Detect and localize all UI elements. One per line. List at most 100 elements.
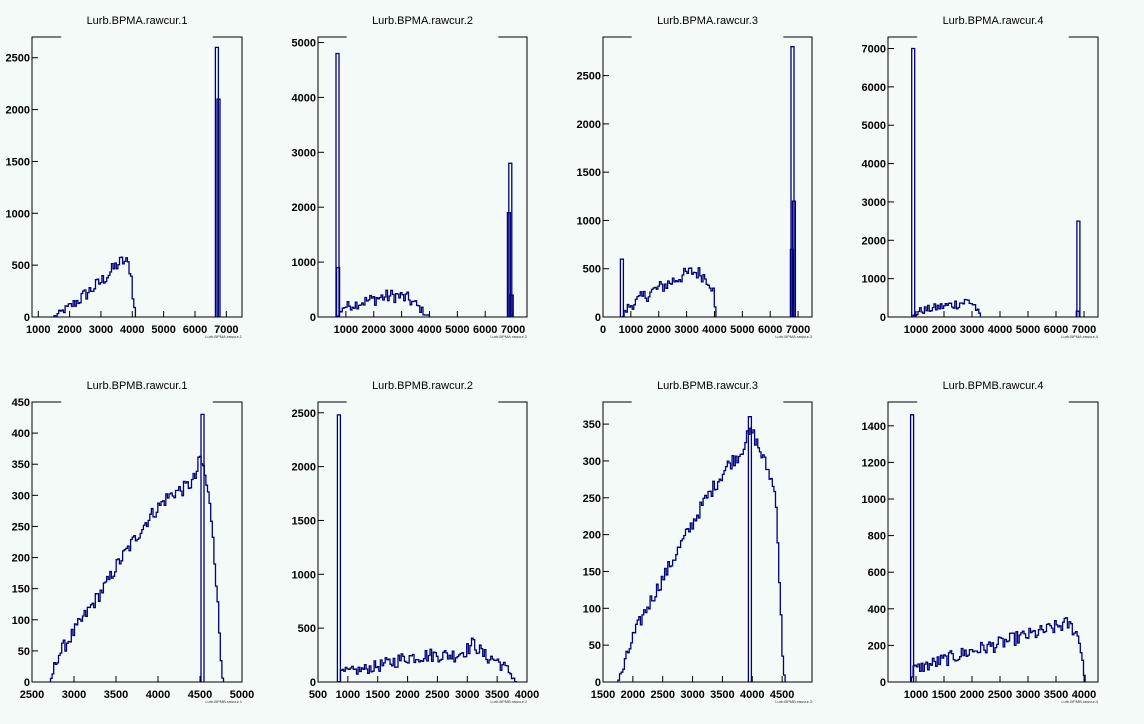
histogram-panel-3: Lurb.BPMA.rawcur.3 0 500 1000 1500 2000 2500 0 1… (577, 15, 813, 339)
y-tick-label: 350 (12, 459, 30, 471)
y-tick-label: 6000 (862, 82, 886, 94)
x-tick-label: 3500 (104, 689, 128, 701)
y-tick-label: 2000 (6, 105, 30, 117)
histogram-panel-1: Lurb.BPMA.rawcur.1 0 500 1000 1500 2000 2500 10… (6, 15, 243, 339)
y-tick-label: 0 (880, 312, 886, 324)
x-tick-label: 6000 (1044, 324, 1068, 336)
x-tick-label: 4000 (1072, 689, 1096, 701)
title-box: Lurb.BPMA.rawcur.2 (346, 15, 499, 40)
x-tick-label: 4000 (120, 324, 144, 336)
histogram-series (621, 267, 717, 318)
y-tick-label: 2000 (577, 119, 601, 131)
histogram-panel-5: Lurb.BPMB.rawcur.1 0 50 100 150 200 250 300 350 4… (12, 380, 255, 704)
y-tick-label: 600 (868, 567, 886, 579)
y-tick-label: 0 (310, 312, 316, 324)
x-tick-label: 4000 (702, 324, 726, 336)
y-tick-label: 400 (868, 604, 886, 616)
plot-frame (887, 401, 1099, 683)
plot-frame (317, 401, 528, 683)
x-tick-label: 7000 (1072, 324, 1096, 336)
x-tick-label: 2500 (425, 689, 449, 701)
title-gap (631, 399, 784, 405)
x-tick-label: 3000 (674, 324, 698, 336)
panel-title: Lurb.BPMB.rawcur.4 (943, 380, 1044, 392)
y-tick-label: 2500 (6, 53, 30, 65)
y-tick-label: 1000 (862, 494, 886, 506)
x-tick-label: 3500 (485, 689, 509, 701)
histogram-spike (790, 46, 795, 317)
panel-title: Lurb.BPMA.rawcur.1 (87, 15, 188, 27)
x-tick-label: 5000 (445, 324, 469, 336)
y-tick-label: 250 (583, 493, 601, 505)
x-tick-label: 2000 (960, 689, 984, 701)
histogram-series (49, 455, 225, 682)
y-tick-label: 1000 (292, 257, 316, 269)
histogram-series (910, 617, 1086, 682)
title-box: Lurb.BPMB.rawcur.4 (917, 380, 1069, 405)
y-tick-label: 1000 (862, 274, 886, 286)
y-tick-label: 1200 (862, 457, 886, 469)
x-tick-label: 1500 (365, 689, 389, 701)
x-tick-label: 7000 (214, 324, 238, 336)
y-tick-label: 4000 (292, 92, 316, 104)
title-box: Lurb.BPMA.rawcur.1 (61, 15, 213, 40)
y-tick-label: 250 (12, 521, 30, 533)
y-tick-label: 0 (310, 677, 316, 689)
y-tick-label: 50 (589, 640, 601, 652)
histogram-panel-4: Lurb.BPMA.rawcur.4 0 1000 2000 3000 4000 5000 6… (862, 15, 1099, 339)
y-tick-label: 5000 (292, 37, 316, 49)
histogram-spike (909, 414, 915, 682)
y-tick-label: 1400 (862, 421, 886, 433)
x-tick-label: 2500 (988, 689, 1012, 701)
plot-frame (31, 36, 243, 318)
x-tick-label: 6000 (183, 324, 207, 336)
x-tick-label: 4000 (515, 689, 539, 701)
x-tick-label: 2500 (650, 689, 674, 701)
y-tick-label: 300 (583, 456, 601, 468)
plot-frame (602, 36, 813, 318)
panel-title: Lurb.BPMB.rawcur.1 (87, 380, 188, 392)
x-tick-label: 2000 (932, 324, 956, 336)
y-tick-label: 100 (12, 615, 30, 627)
title-gap (917, 399, 1069, 405)
x-axis-label: Lurb.BPMA.rawcur.3 (775, 334, 812, 339)
x-tick-label: 3500 (710, 689, 734, 701)
x-axis-label: Lurb.BPMB.rawcur.3 (775, 699, 812, 704)
x-tick-label: 1000 (336, 689, 360, 701)
title-gap (631, 34, 784, 40)
y-tick-label: 0 (595, 312, 601, 324)
x-tick-label: 2000 (621, 689, 645, 701)
title-gap (917, 34, 1069, 40)
x-tick-label: 5000 (230, 689, 254, 701)
x-tick-label: 4500 (770, 689, 794, 701)
histogram-panel-6: Lurb.BPMB.rawcur.20500100015002000250050… (292, 380, 540, 704)
x-axis-label: Lurb.BPMB.rawcur.1 (205, 699, 242, 704)
y-tick-label: 5000 (862, 120, 886, 132)
x-axis-label: Lurb.BPMA.rawcur.1 (205, 334, 242, 339)
y-tick-label: 3000 (862, 197, 886, 209)
histogram-spike (911, 47, 916, 317)
histogram-series (912, 298, 982, 317)
x-tick-label: 2000 (361, 324, 385, 336)
x-tick-label: 500 (309, 689, 327, 701)
title-gap (346, 399, 499, 405)
panel-title: Lurb.BPMB.rawcur.2 (372, 380, 473, 392)
y-tick-label: 3000 (292, 147, 316, 159)
x-tick-label: 7000 (501, 324, 525, 336)
x-tick-label: 3500 (1044, 689, 1068, 701)
x-tick-label: 5000 (151, 324, 175, 336)
plot-frame (887, 36, 1099, 318)
histogram-spike (335, 52, 340, 317)
x-tick-label: 5000 (730, 324, 754, 336)
y-tick-label: 2000 (862, 235, 886, 247)
histogram-spike (791, 200, 797, 317)
y-tick-label: 200 (12, 553, 30, 565)
y-tick-label: 200 (583, 530, 601, 542)
y-tick-label: 0 (24, 677, 30, 689)
x-axis-label: Lurb.BPMA.rawcur.2 (490, 334, 527, 339)
panel-title: Lurb.BPMA.rawcur.3 (657, 15, 758, 27)
x-tick-label: 2000 (646, 324, 670, 336)
x-tick-label: 1000 (904, 689, 928, 701)
title-gap (346, 34, 499, 40)
